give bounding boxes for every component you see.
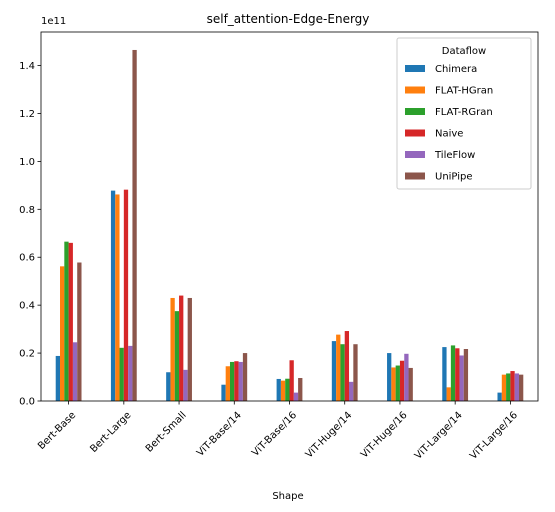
- bar-tileflow-1: [128, 345, 133, 401]
- bar-tileflow-8: [514, 373, 519, 401]
- bar-chimera-7: [442, 347, 447, 401]
- x-tick-label: Bert-Small: [144, 410, 189, 455]
- bar-flat-hgran-4: [280, 380, 286, 401]
- bar-naive-7: [455, 348, 460, 401]
- y-tick-label: 0.4: [19, 301, 35, 312]
- bar-tileflow-7: [459, 355, 464, 401]
- bar-tileflow-2: [183, 369, 188, 401]
- bar-flat-rgran-6: [395, 365, 400, 401]
- bar-naive-8: [510, 371, 515, 401]
- bar-flat-hgran-0: [60, 266, 65, 401]
- bar-tileflow-5: [349, 381, 354, 401]
- bar-tileflow-3: [238, 361, 243, 401]
- bar-flat-rgran-7: [450, 345, 456, 401]
- legend-swatch-flat-hgran: [405, 86, 425, 94]
- bar-flat-rgran-5: [340, 344, 345, 401]
- bar-naive-2: [179, 295, 184, 401]
- legend-box: [396, 37, 532, 190]
- legend-label-naive: Naive: [435, 129, 463, 140]
- bar-chimera-1: [110, 190, 116, 401]
- bar-flat-hgran-2: [170, 297, 175, 401]
- bar-flat-hgran-7: [446, 387, 451, 401]
- bar-chimera-8: [497, 392, 502, 401]
- legend-swatch-tileflow: [405, 151, 425, 158]
- y-tick-label: 1.2: [19, 109, 35, 120]
- bar-flat-hgran-5: [336, 334, 341, 401]
- bar-chimera-2: [166, 372, 171, 401]
- plot-frame: [40, 31, 539, 402]
- bar-flat-rgran-1: [119, 347, 124, 401]
- y-tick-label: 0.8: [19, 205, 35, 216]
- bar-unipipe-8: [518, 374, 524, 401]
- bar-naive-6: [399, 360, 405, 401]
- legend-swatch-flat-rgran: [405, 108, 425, 115]
- x-ticks-group: Bert-Base Bert-Large Bert-Small ViT-Base/14…: [36, 401, 520, 462]
- bar-chimera-0: [55, 355, 61, 401]
- bar-naive-1: [123, 189, 129, 401]
- legend-swatch-naive: [405, 129, 425, 137]
- y-ticks-group: 0.0 0.2 0.4 0.6 0.8 1.0 1.2 1.4: [19, 61, 41, 408]
- bar-flat-hgran-8: [501, 374, 507, 401]
- bar-chimera-3: [221, 384, 226, 401]
- bar-naive-0: [68, 242, 73, 401]
- y-offset-label: 1e11: [41, 16, 66, 27]
- bar-chimera-5: [331, 341, 337, 401]
- y-tick-label: 0.6: [19, 253, 35, 264]
- bar-chimera-6: [387, 353, 392, 401]
- y-tick-label: 0.2: [19, 349, 35, 360]
- bar-unipipe-5: [353, 344, 358, 401]
- bar-naive-5: [344, 331, 350, 401]
- x-tick-label: ViT-Large/14: [413, 410, 465, 462]
- bar-flat-hgran-3: [225, 366, 230, 401]
- bar-unipipe-3: [242, 353, 248, 401]
- chart-title: self_attention-Edge-Energy: [207, 12, 370, 26]
- bar-chimera-4: [276, 378, 281, 401]
- x-tick-label: Bert-Large: [88, 410, 133, 455]
- bar-flat-rgran-0: [64, 241, 69, 401]
- bar-flat-hgran-6: [391, 367, 396, 401]
- bar-flat-rgran-8: [506, 373, 511, 401]
- y-tick-label: 0.0: [19, 397, 35, 408]
- x-axis-label: Shape: [272, 491, 303, 502]
- x-tick-label: ViT-Base/16: [250, 410, 299, 459]
- legend-label-tileflow: TileFlow: [434, 150, 475, 161]
- y-tick-label: 1.0: [19, 157, 35, 168]
- bar-unipipe-2: [187, 297, 192, 401]
- x-tick-label: ViT-Base/14: [195, 410, 244, 459]
- x-tick-label: Bert-Base: [36, 410, 78, 452]
- bar-flat-hgran-1: [115, 194, 120, 401]
- legend-title: Dataflow: [442, 46, 486, 57]
- legend-label-flat-hgran: FLAT-HGran: [435, 86, 493, 97]
- legend-label-flat-rgran: FLAT-RGran: [435, 107, 493, 118]
- bar-unipipe-4: [298, 377, 303, 401]
- legend-label-unipipe: UniPipe: [435, 172, 473, 183]
- x-tick-label: ViT-Huge/14: [304, 410, 355, 461]
- bar-tileflow-6: [404, 353, 409, 401]
- bar-unipipe-6: [408, 367, 413, 401]
- bar-flat-rgran-3: [229, 361, 235, 401]
- legend: Dataflow Chimera FLAT-HGran FLAT-RGran Naive…: [396, 37, 532, 190]
- y-tick-label: 1.4: [19, 61, 35, 72]
- legend-swatch-chimera: [405, 65, 425, 72]
- legend-label-chimera: Chimera: [435, 64, 477, 75]
- bar-unipipe-7: [463, 349, 469, 401]
- x-tick-label: ViT-Large/16: [468, 410, 520, 462]
- bar-tileflow-4: [293, 392, 299, 401]
- bar-naive-4: [289, 360, 294, 401]
- legend-swatch-unipipe: [405, 172, 425, 180]
- bar-naive-3: [234, 361, 239, 401]
- bar-tileflow-0: [72, 342, 78, 401]
- bar-flat-rgran-4: [285, 378, 290, 401]
- bar-unipipe-0: [77, 262, 82, 401]
- bars-group: [55, 49, 524, 402]
- x-tick-label: ViT-Huge/16: [359, 410, 410, 461]
- bar-unipipe-1: [132, 49, 137, 402]
- bar-flat-rgran-2: [174, 311, 180, 401]
